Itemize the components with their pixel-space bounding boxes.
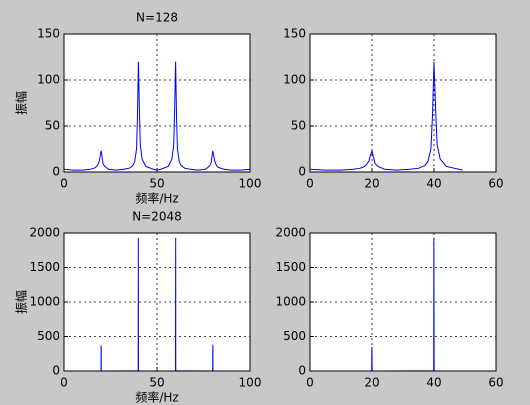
x-axis-label: 频率/Hz [135, 390, 178, 405]
y-axis-label: 振幅 [14, 91, 29, 115]
chart-title: N=2048 [132, 210, 182, 224]
y-tick-label: 100 [37, 73, 60, 87]
x-tick-label: 50 [149, 376, 164, 390]
chart-title: N=128 [136, 11, 178, 25]
y-tick-label: 500 [37, 329, 60, 343]
axes-box [309, 33, 497, 173]
spectrum-line [63, 61, 251, 171]
y-tick-label: 1000 [275, 295, 306, 309]
x-axis-label: 频率/Hz [135, 191, 178, 206]
y-tick-label: 100 [283, 73, 306, 87]
y-tick-label: 2000 [29, 226, 60, 240]
y-tick-label: 1000 [29, 295, 60, 309]
y-axis-label: 振幅 [14, 290, 29, 314]
x-tick-label: 100 [239, 376, 262, 390]
axes-background [310, 233, 496, 371]
x-tick-label: 20 [364, 177, 379, 191]
y-tick-label: 0 [298, 165, 306, 179]
y-tick-label: 500 [283, 329, 306, 343]
y-tick-label: 0 [298, 364, 306, 378]
y-tick-label: 0 [52, 364, 60, 378]
x-tick-label: 60 [488, 376, 503, 390]
y-tick-label: 50 [45, 119, 60, 133]
y-tick-label: 50 [291, 119, 306, 133]
y-tick-label: 0 [52, 165, 60, 179]
y-tick-label: 2000 [275, 226, 306, 240]
spectrum-line [309, 61, 463, 171]
axes-background [310, 34, 496, 172]
x-tick-label: 0 [306, 177, 314, 191]
x-tick-label: 40 [426, 376, 441, 390]
x-tick-label: 60 [488, 177, 503, 191]
x-tick-label: 100 [239, 177, 262, 191]
x-tick-label: 0 [60, 376, 68, 390]
x-tick-label: 20 [364, 376, 379, 390]
axes-box [63, 33, 251, 173]
x-tick-label: 0 [306, 376, 314, 390]
x-tick-label: 40 [426, 177, 441, 191]
y-tick-label: 1500 [275, 260, 306, 274]
axes-box [309, 232, 497, 372]
y-tick-label: 1500 [29, 260, 60, 274]
y-tick-label: 150 [283, 27, 306, 41]
y-tick-label: 150 [37, 27, 60, 41]
x-tick-label: 50 [149, 177, 164, 191]
x-tick-label: 0 [60, 177, 68, 191]
axes-box [63, 232, 251, 372]
